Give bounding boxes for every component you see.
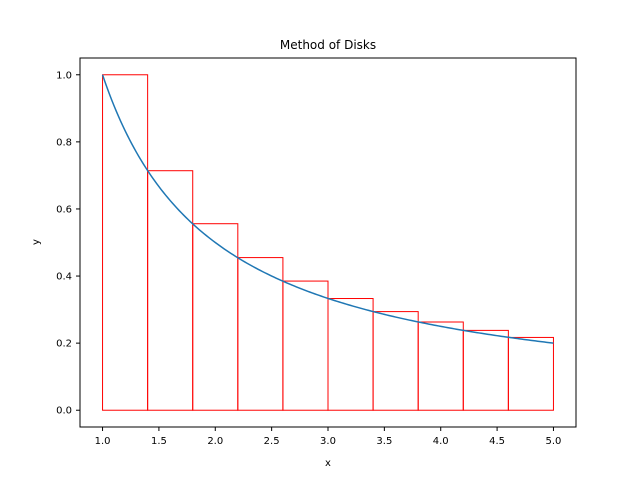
y-tick-label: 0.0: [56, 406, 72, 417]
y-tick-label: 0.2: [56, 339, 72, 350]
curve-line: [101, 74, 554, 344]
x-axis-ticks: 1.0 1.5 2.0 2.5 3.0 3.5 4.0 4.5 5.0: [95, 427, 562, 447]
x-tick-label: 3.0: [320, 436, 336, 447]
y-tick-label: 0.4: [56, 272, 72, 283]
y-tick-label: 0.6: [56, 204, 72, 215]
y-tick-label: 1.0: [56, 70, 72, 81]
x-tick-label: 2.0: [207, 436, 223, 447]
x-tick-label: 4.0: [433, 436, 449, 447]
x-tick-label: 2.5: [264, 436, 280, 447]
y-tick-label: 0.8: [56, 137, 72, 148]
disk-rect-10: [507, 336, 554, 411]
x-tick-label: 5.0: [546, 436, 562, 447]
curve-layer: [101, 74, 554, 344]
y-axis-ticks: 0.0 0.2 0.4 0.6 0.8 1.0: [56, 70, 80, 417]
x-axis-label: x: [325, 458, 331, 469]
y-axis-label: y: [31, 239, 42, 245]
chart-title: Method of Disks: [280, 38, 376, 52]
x-tick-label: 4.5: [489, 436, 505, 447]
disk-rectangles: [102, 74, 554, 411]
x-tick-label: 1.0: [95, 436, 111, 447]
x-tick-label: 1.5: [151, 436, 167, 447]
x-tick-label: 3.5: [376, 436, 392, 447]
